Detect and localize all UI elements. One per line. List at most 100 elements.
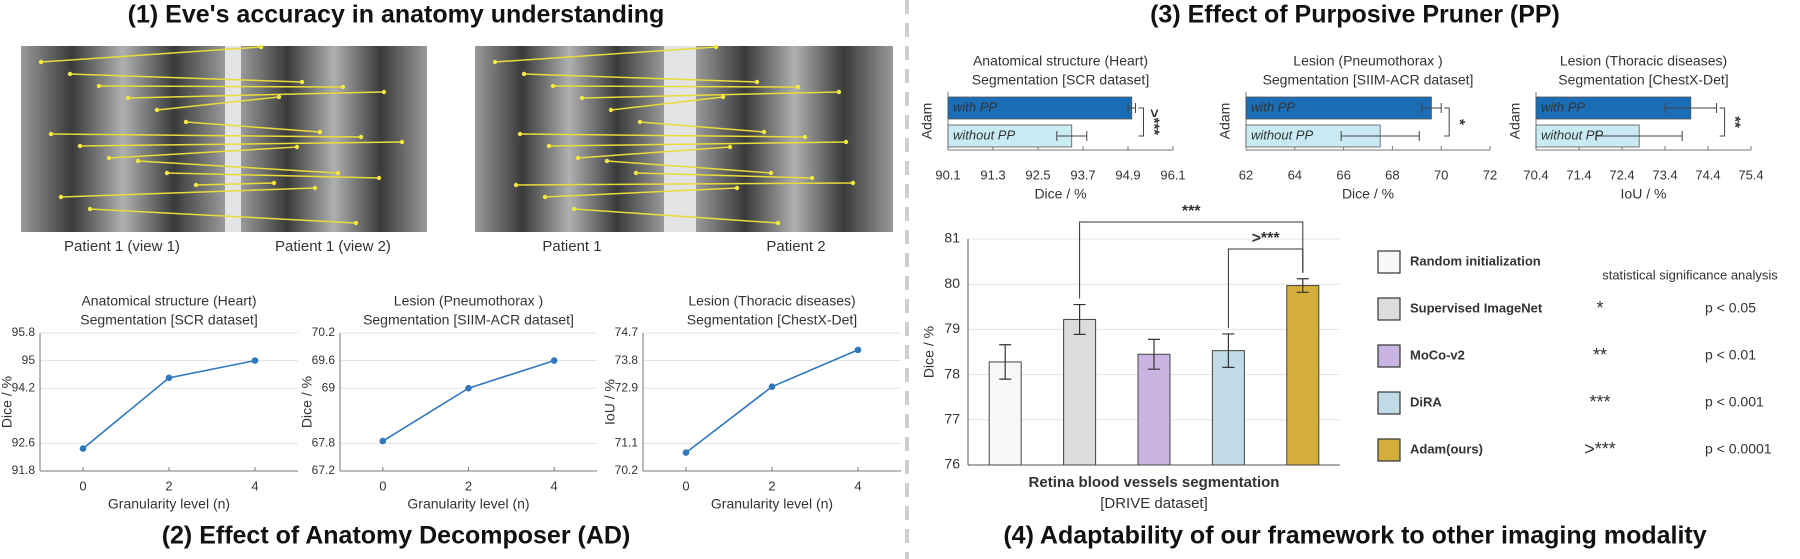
y-tick-label: 72.9 xyxy=(615,380,639,394)
y-tick-label: 69 xyxy=(322,380,336,394)
x-tick-label: 0 xyxy=(379,478,386,493)
legend-swatch xyxy=(1377,297,1401,321)
legend-label: Supervised ImageNet xyxy=(1410,300,1543,315)
y-tick-label: 67.8 xyxy=(312,436,336,450)
landmark-match xyxy=(127,91,385,99)
y-tick-label: 70.2 xyxy=(312,325,336,339)
legend-swatch xyxy=(1377,391,1401,415)
bar xyxy=(1286,285,1320,466)
x-tick-label: 64 xyxy=(1288,167,1302,182)
error-bar xyxy=(1073,303,1086,335)
landmark-match xyxy=(166,172,380,179)
x-tick-label: 92.5 xyxy=(1025,167,1050,182)
x-tick-label: 73.4 xyxy=(1652,167,1677,182)
landmark xyxy=(579,95,585,101)
category-label: with PP xyxy=(1541,99,1585,114)
landmark-match xyxy=(544,187,738,198)
landmark xyxy=(575,155,581,161)
bar xyxy=(988,361,1022,466)
landmark-match xyxy=(195,182,275,186)
landmark xyxy=(802,134,808,140)
landmark-match xyxy=(639,121,765,133)
chart-title: Lesion (Thoracic diseases) xyxy=(688,293,855,309)
landmark xyxy=(604,158,610,164)
x-axis-label: Retina blood vessels segmentation xyxy=(1029,474,1280,491)
image-caption: Patient 1 xyxy=(542,238,601,255)
y-tick-label: 95.8 xyxy=(12,325,36,339)
landmark xyxy=(335,170,341,176)
error-bar xyxy=(1148,338,1160,370)
y-tick-label: 71.1 xyxy=(615,436,639,450)
landmark xyxy=(312,185,318,191)
significance-label: * xyxy=(1451,119,1468,125)
y-tick-label: 95 xyxy=(22,353,36,367)
landmark-match xyxy=(494,46,717,63)
landmark-match xyxy=(156,96,280,111)
landmark xyxy=(492,59,498,65)
y-axis-label: Adam xyxy=(919,103,935,140)
error-bar xyxy=(1595,131,1683,141)
data-point xyxy=(165,374,173,382)
image-caption: Patient 2 xyxy=(766,238,825,255)
y-tick-label: 92.6 xyxy=(12,436,36,450)
landmark-match xyxy=(69,73,303,83)
landmark xyxy=(183,119,189,125)
landmark xyxy=(48,131,54,137)
chart-title: Segmentation [SIIM-ACR dataset] xyxy=(363,312,574,328)
landmark-match xyxy=(515,182,854,186)
y-axis-label: Adam xyxy=(1507,103,1523,140)
category-label: without PP xyxy=(1251,127,1313,142)
legend-label: DiRA xyxy=(1410,394,1442,409)
x-tick-label: 2 xyxy=(165,478,172,493)
chart-title: Lesion (Thoracic diseases) xyxy=(1560,53,1727,69)
landmark xyxy=(271,180,277,186)
landmark xyxy=(106,155,112,161)
x-axis-label: IoU / % xyxy=(1621,186,1667,202)
landmark-match xyxy=(523,73,758,83)
error-bar xyxy=(1421,103,1442,113)
legend-swatch xyxy=(1377,250,1401,274)
significance-label: *** xyxy=(1182,203,1201,220)
landmark-match xyxy=(50,133,362,138)
landmark xyxy=(836,89,842,95)
image-caption: Patient 1 (view 1) xyxy=(64,238,180,255)
landmark xyxy=(850,180,856,186)
significance-label: >*** xyxy=(1252,230,1281,247)
x-tick-label: 0 xyxy=(682,478,689,493)
y-tick-label: 94.2 xyxy=(12,380,36,394)
error-bar xyxy=(1056,131,1088,141)
data-line xyxy=(82,359,256,450)
significance-threshold: p < 0.05 xyxy=(1705,300,1756,316)
landmark xyxy=(633,170,639,176)
landmark xyxy=(193,182,199,188)
x-tick-label: 93.7 xyxy=(1070,167,1095,182)
y-tick-label: 79 xyxy=(944,320,960,336)
landmark xyxy=(96,83,102,89)
landmark xyxy=(317,129,323,135)
image-caption: Patient 1 (view 2) xyxy=(275,238,391,255)
panel-heading: (2) Effect of Anatomy Decomposer (AD) xyxy=(162,522,631,550)
data-point xyxy=(379,437,387,445)
landmark xyxy=(67,71,73,77)
chart-title: Segmentation [ChestX-Det] xyxy=(1558,72,1728,88)
data-line xyxy=(685,349,859,454)
data-point xyxy=(465,384,472,392)
landmark xyxy=(513,182,519,188)
chart-title: Segmentation [SCR dataset] xyxy=(80,312,257,328)
landmark xyxy=(775,220,781,226)
landmark xyxy=(58,194,64,200)
x-tick-label: 2 xyxy=(465,478,472,493)
landmark-match xyxy=(548,141,847,147)
category-label: without PP xyxy=(1541,127,1603,142)
x-axis-label: Granularity level (n) xyxy=(407,496,529,512)
x-tick-label: 4 xyxy=(854,478,861,493)
landmark xyxy=(809,175,815,181)
landmark-match xyxy=(108,146,298,159)
landmark-match xyxy=(635,172,813,179)
landmark xyxy=(521,71,527,77)
data-point xyxy=(682,449,690,456)
y-axis-label: Dice / % xyxy=(921,326,937,378)
landmark xyxy=(608,107,614,113)
bar xyxy=(1063,318,1097,466)
error-bar xyxy=(1664,103,1718,113)
